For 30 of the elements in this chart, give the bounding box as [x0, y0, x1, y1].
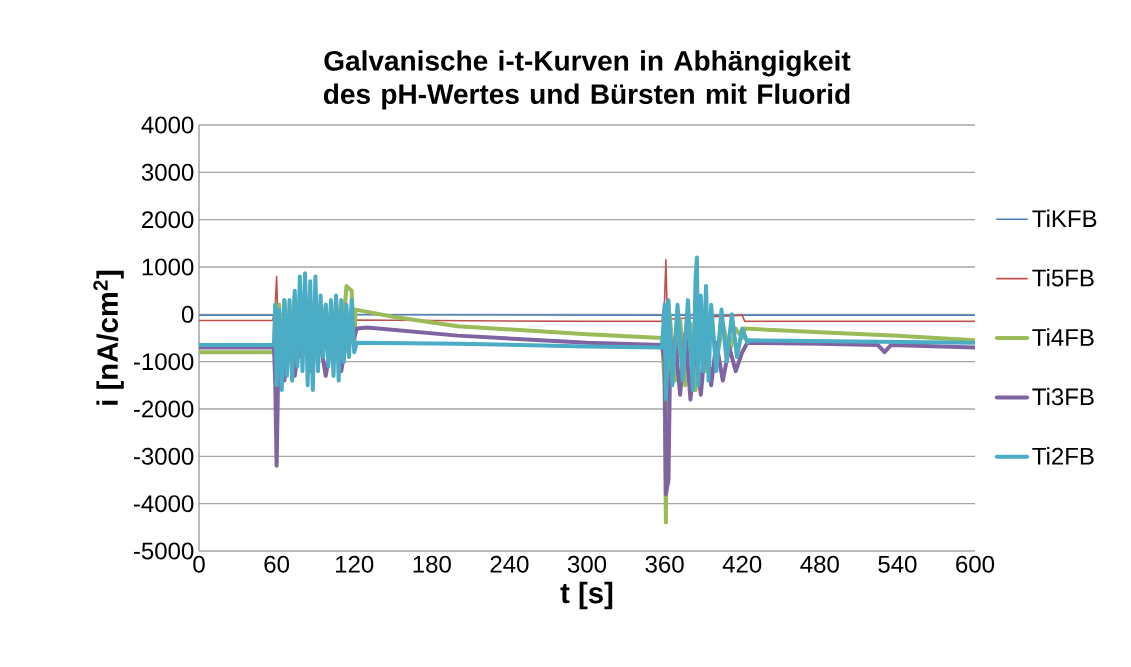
x-tick-label: 300: [567, 555, 607, 573]
y-tick-label: -3000: [133, 447, 194, 465]
x-tick-label: 360: [645, 555, 684, 573]
x-tick-label: 240: [490, 555, 529, 573]
y-tick-label: 3000: [141, 163, 194, 181]
x-tick-label: 180: [413, 555, 451, 573]
x-axis-title: t [s]: [560, 581, 613, 610]
y-tick-label: 0: [181, 305, 194, 323]
x-tick-label: 600: [956, 555, 995, 573]
x-tick-label: 540: [878, 555, 917, 573]
x-tick-label: 480: [800, 555, 839, 573]
y-axis-title: i [nA/cm$^{2}$]: [93, 270, 124, 405]
legend-label: Ti4FB: [1032, 328, 1094, 346]
y-tick-label: 1000: [142, 258, 194, 276]
y-tick-label: -5000: [133, 542, 194, 560]
legend-label: Ti2FB: [1032, 447, 1094, 465]
y-tick-label: 2000: [142, 211, 194, 229]
legend-label: TiKFB: [1032, 209, 1097, 227]
line-series: [199, 255, 975, 402]
legend-label: Ti3FB: [1032, 387, 1094, 406]
y-tick-label: -1000: [133, 353, 194, 371]
x-tick-label: 0: [193, 555, 205, 573]
x-tick-label: 420: [722, 555, 762, 573]
y-tick-label: -2000: [133, 400, 194, 418]
x-tick-label: 60: [264, 555, 290, 573]
chart-title: Galvanische i-t-Kurven in Abhängigkeit des pH-Wertes und Bürsten mit Fluorid: [323, 50, 851, 110]
y-tick-label: 4000: [141, 116, 194, 134]
legend-label: Ti5FB: [1032, 268, 1094, 287]
y-tick-label: -4000: [133, 495, 194, 513]
x-tick-label: 120: [336, 555, 374, 573]
